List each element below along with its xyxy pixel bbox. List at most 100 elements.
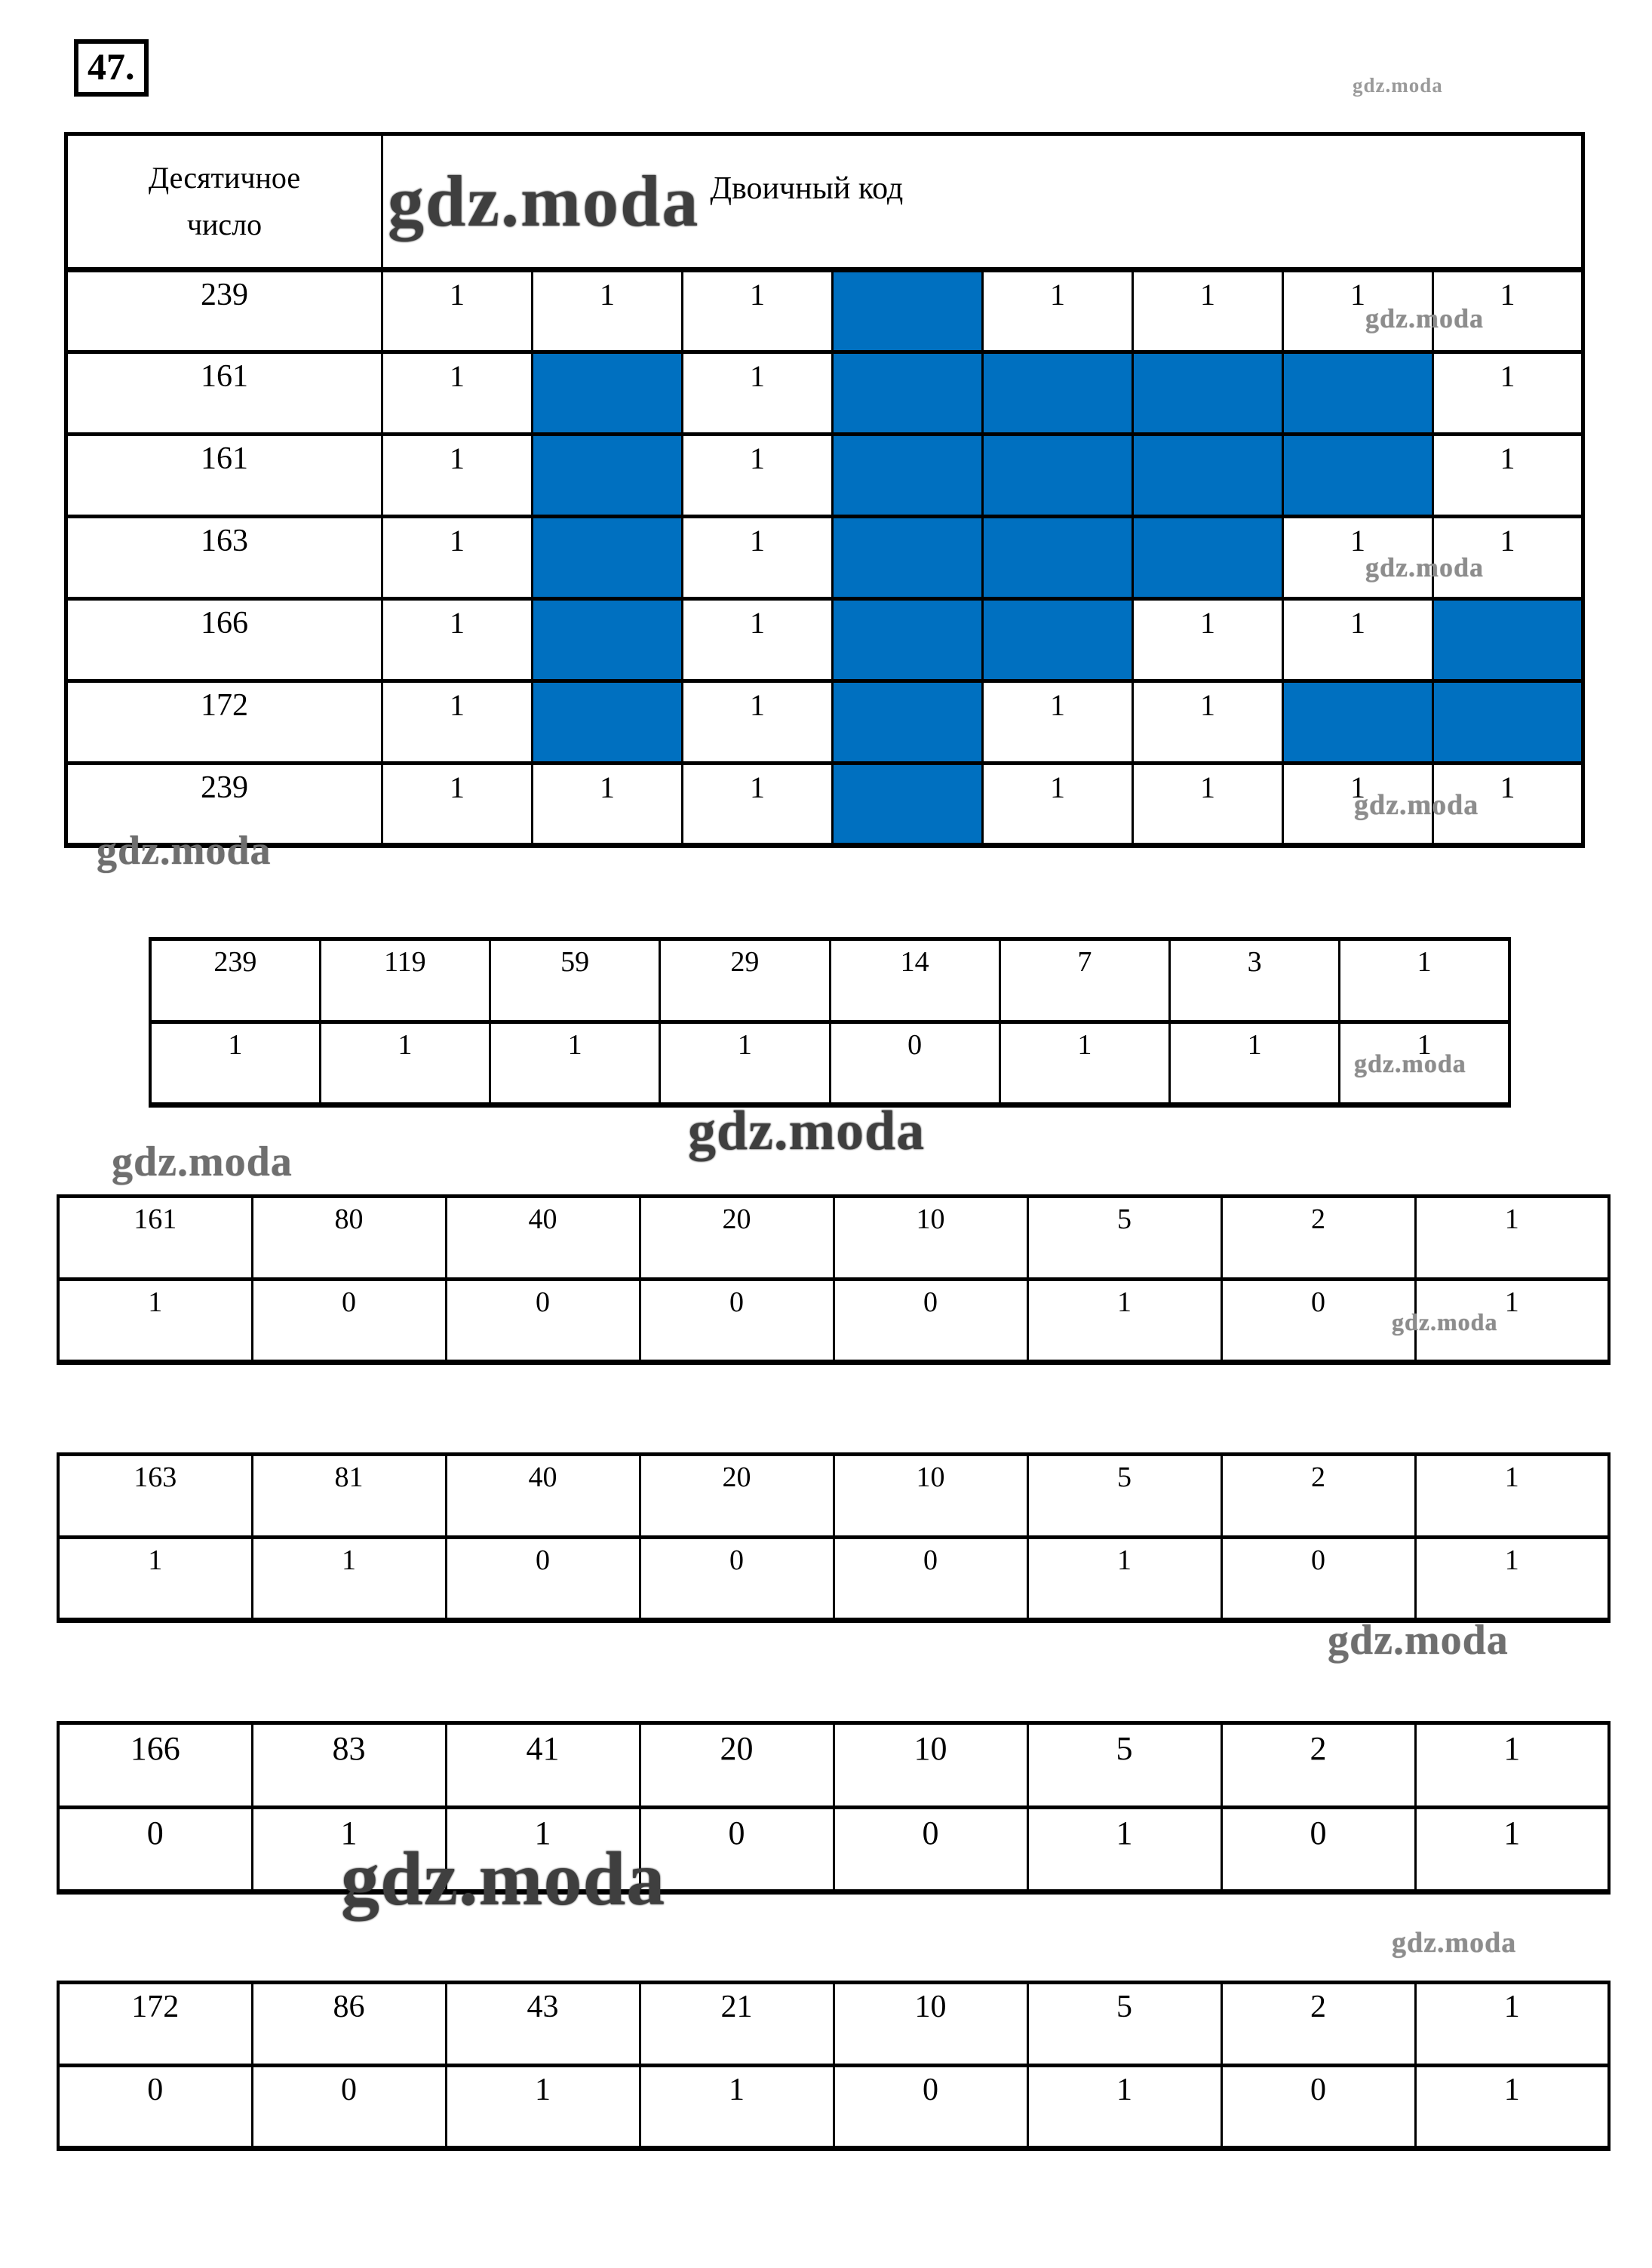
remainder-cell: 1 (250, 1535, 447, 1623)
quotient-cell: 172 (57, 1981, 253, 2067)
quotient-cell: 1 (1414, 1721, 1611, 1809)
bit-zero-cell (981, 432, 1134, 518)
watermark-gdz-moda: gdz.moda (388, 161, 700, 241)
bit-one-cell: 1 (681, 597, 834, 683)
bit-one-cell: 1 (981, 761, 1134, 848)
bit-one-cell: 1 (681, 268, 834, 354)
remainder-cell: 1 (638, 2064, 835, 2151)
bit-one-cell: 1 (1132, 679, 1284, 765)
binary-table-row: 172 1 1 1 1 (65, 679, 1585, 765)
bit-one-cell: 1 (1282, 515, 1434, 601)
quotient-cell: 163 (57, 1452, 253, 1539)
remainder-cell: 1 (1026, 2064, 1223, 2151)
remainder-cell: 1 (318, 1020, 492, 1108)
quotient-cell: 10 (832, 1452, 1029, 1539)
bit-zero-cell (1132, 515, 1284, 601)
quotients-row: 239 119 59 29 14 7 3 1 (149, 937, 1511, 1024)
quotient-cell: 5 (1026, 1194, 1223, 1281)
quotient-cell: 7 (998, 937, 1171, 1024)
remainder-cell: 1 (1414, 1535, 1611, 1623)
remainder-cell: 1 (1414, 2064, 1611, 2151)
watermark-gdz-moda: gdz.moda (1392, 1927, 1517, 1959)
binary-table-row: 161 1 1 1 (65, 350, 1585, 436)
remainder-cell: 0 (1220, 1805, 1417, 1895)
quotient-cell: 10 (832, 1721, 1029, 1809)
bit-one-cell: 1 (381, 597, 533, 683)
bit-zero-cell (831, 515, 984, 601)
remainder-cell: 0 (832, 1535, 1029, 1623)
remainder-cell: 1 (250, 1805, 447, 1895)
remainder-cell: 0 (638, 1535, 835, 1623)
bit-zero-cell (981, 597, 1134, 683)
quotient-cell: 14 (828, 937, 1001, 1024)
quotient-cell: 5 (1026, 1721, 1223, 1809)
decimal-value-cell: 161 (65, 350, 383, 436)
remainder-cell: 0 (444, 1277, 641, 1365)
bit-one-cell: 1 (681, 350, 834, 436)
bit-one-cell: 1 (381, 350, 533, 436)
decimal-value-cell: 172 (65, 679, 383, 765)
remainder-cell: 1 (1026, 1277, 1223, 1365)
bit-one-cell: 1 (1282, 268, 1434, 354)
remainder-cell: 0 (1220, 2064, 1417, 2151)
bit-one-cell: 1 (381, 268, 533, 354)
quotient-cell: 20 (638, 1194, 835, 1281)
bit-zero-cell (981, 350, 1134, 436)
remainder-cell: 1 (1338, 1020, 1511, 1108)
quotients-row: 161 80 40 20 10 5 2 1 (57, 1194, 1611, 1281)
remainder-cell: 1 (444, 1805, 641, 1895)
decimal-value-cell: 166 (65, 597, 383, 683)
bit-one-cell: 1 (381, 515, 533, 601)
remainder-cell: 0 (444, 1535, 641, 1623)
remainder-cell: 1 (444, 2064, 641, 2151)
quotient-cell: 161 (57, 1194, 253, 1281)
bit-zero-cell (531, 432, 683, 518)
decimal-header-line1: Десятичное (148, 161, 301, 195)
quotient-cell: 1 (1414, 1452, 1611, 1539)
bit-zero-cell (831, 597, 984, 683)
binary-column-header: gdz.moda Двоичный код (380, 132, 1585, 272)
bit-one-cell: 1 (1282, 597, 1434, 683)
quotient-cell: 10 (832, 1194, 1029, 1281)
bit-zero-cell (1132, 350, 1284, 436)
bit-zero-cell (831, 350, 984, 436)
bit-zero-cell (831, 432, 984, 518)
remainder-cell: 1 (659, 1020, 831, 1108)
bit-one-cell: 1 (1431, 432, 1585, 518)
remainder-cell: 0 (57, 1805, 253, 1895)
decimal-value-cell: 163 (65, 515, 383, 601)
bit-zero-cell (531, 679, 683, 765)
division-table-161: 161 80 40 20 10 5 2 1 1 0 0 0 0 1 0 1 (57, 1194, 1611, 1365)
bit-one-cell: 1 (1132, 761, 1284, 848)
bit-zero-cell (831, 679, 984, 765)
bit-zero-cell (981, 515, 1134, 601)
remainder-cell: 0 (638, 1277, 835, 1365)
decimal-column-header: Десятичное число (65, 132, 383, 272)
bit-zero-cell (1132, 432, 1284, 518)
quotient-cell: 119 (318, 937, 492, 1024)
bit-one-cell: 1 (1431, 515, 1585, 601)
bit-one-cell: 1 (1132, 597, 1284, 683)
bit-zero-cell (1282, 432, 1434, 518)
quotient-cell: 2 (1220, 1452, 1417, 1539)
remainder-cell: 1 (1168, 1020, 1341, 1108)
remainder-cell: 1 (149, 1020, 321, 1108)
remainder-cell: 0 (57, 2064, 253, 2151)
bit-zero-cell (831, 761, 984, 848)
quotient-cell: 29 (659, 937, 831, 1024)
bit-one-cell: 1 (981, 679, 1134, 765)
binary-table-row: 239 1 1 1 1 1 1 1 (65, 268, 1585, 354)
watermark-gdz-moda: gdz.moda (112, 1139, 293, 1185)
decimal-value-cell: 239 (65, 268, 383, 354)
remainder-cell: 0 (250, 1277, 447, 1365)
binary-header-label: Двоичный код (710, 171, 904, 206)
quotient-cell: 81 (250, 1452, 447, 1539)
remainder-cell: 0 (1220, 1535, 1417, 1623)
bit-one-cell: 1 (1431, 268, 1585, 354)
remainder-cell: 1 (1414, 1805, 1611, 1895)
remainder-cell: 1 (1026, 1805, 1223, 1895)
remainder-cell: 0 (828, 1020, 1001, 1108)
quotients-row: 172 86 43 21 10 5 2 1 (57, 1981, 1611, 2067)
